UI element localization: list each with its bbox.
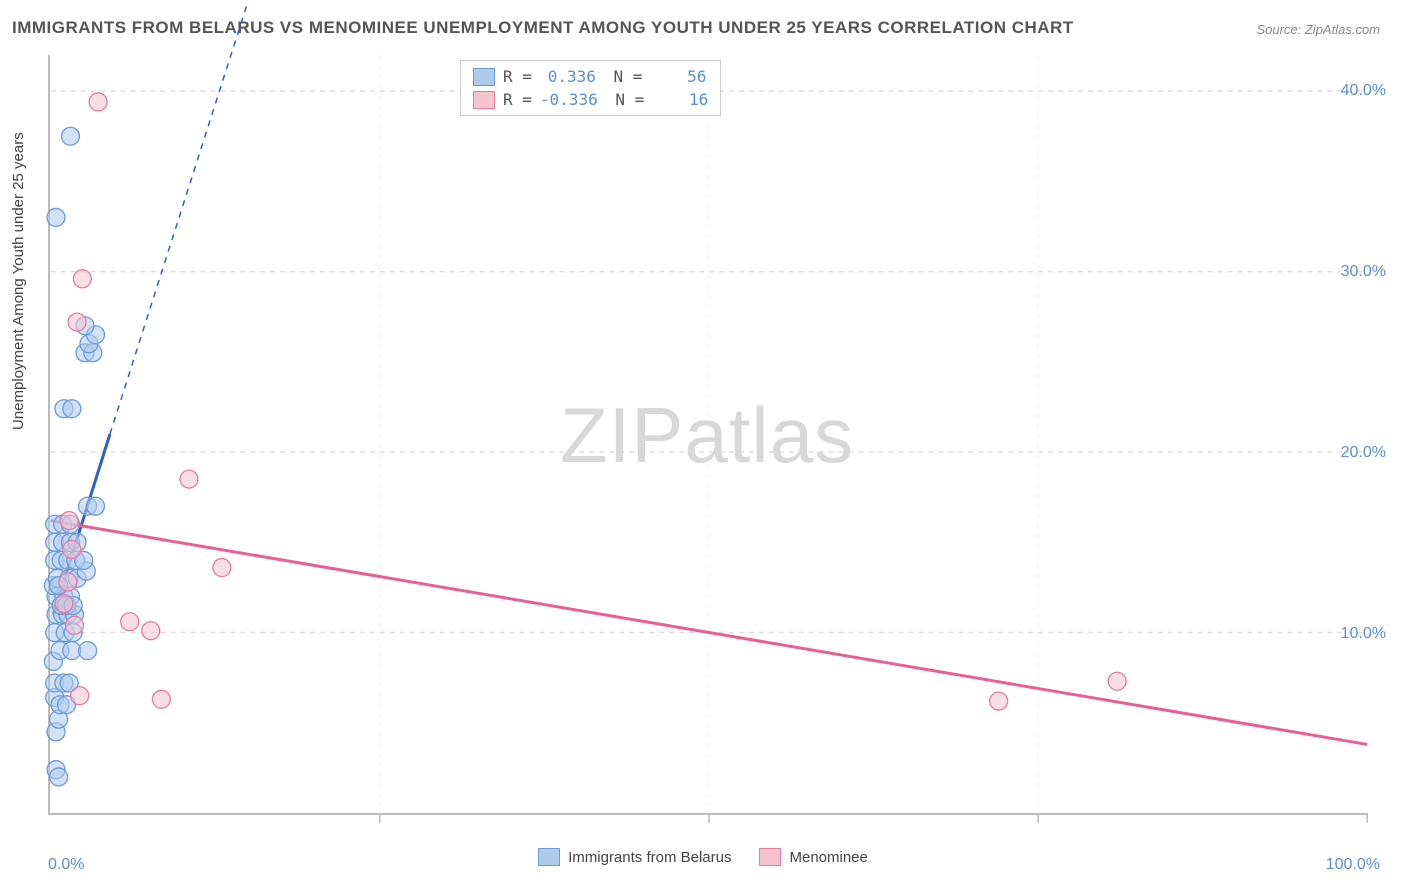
stat-r-value: -0.336 [540, 90, 598, 109]
y-tick-label: 10.0% [1341, 625, 1386, 643]
legend-bottom: Immigrants from Belarus Menominee [0, 848, 1406, 866]
stat-n-label: N = [606, 90, 645, 109]
stat-n-label: N = [604, 67, 643, 86]
stat-n-value: 16 [652, 90, 708, 109]
legend-item: Immigrants from Belarus [538, 848, 731, 866]
y-axis-label: Unemployment Among Youth under 25 years [10, 132, 27, 430]
legend-item: Menominee [759, 848, 867, 866]
stat-r-label: R = [503, 90, 532, 109]
y-tick-label: 40.0% [1341, 82, 1386, 100]
plot-svg [50, 55, 1368, 813]
legend-label: Menominee [789, 849, 867, 866]
legend-swatch [473, 91, 495, 109]
legend-swatch [473, 68, 495, 86]
stat-r-value: 0.336 [540, 67, 596, 86]
legend-stats-row: R = 0.336 N = 56 [473, 65, 708, 88]
legend-swatch [538, 848, 560, 866]
legend-stats: R = 0.336 N = 56 R = -0.336 N = 16 [460, 60, 721, 116]
chart-title: IMMIGRANTS FROM BELARUS VS MENOMINEE UNE… [12, 18, 1074, 38]
stat-n-value: 56 [650, 67, 706, 86]
x-tick-label: 100.0% [1326, 856, 1380, 874]
plot-area [48, 55, 1368, 815]
y-tick-label: 20.0% [1341, 444, 1386, 462]
chart-source: Source: ZipAtlas.com [1256, 22, 1380, 37]
y-tick-label: 30.0% [1341, 263, 1386, 281]
legend-swatch [759, 848, 781, 866]
stat-r-label: R = [503, 67, 532, 86]
x-tick-label: 0.0% [48, 856, 84, 874]
legend-stats-row: R = -0.336 N = 16 [473, 88, 708, 111]
legend-label: Immigrants from Belarus [568, 849, 731, 866]
correlation-chart: IMMIGRANTS FROM BELARUS VS MENOMINEE UNE… [0, 0, 1406, 892]
